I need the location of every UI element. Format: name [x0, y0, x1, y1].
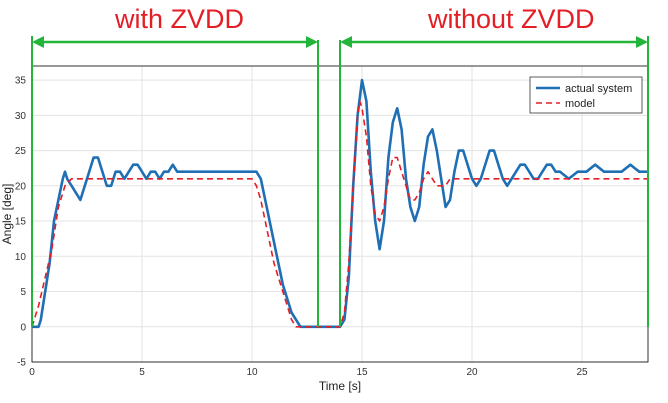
- y-tick-label: 10: [15, 252, 27, 263]
- x-tick-label: 0: [29, 367, 35, 378]
- x-tick-label: 15: [356, 367, 368, 378]
- y-tick-label: -5: [17, 358, 26, 369]
- x-tick-label: 20: [466, 367, 478, 378]
- legend: actual system model: [529, 76, 643, 114]
- series-line-model: [31, 100, 648, 328]
- y-tick-label: 15: [15, 217, 27, 228]
- x-tick-label: 5: [139, 367, 145, 378]
- arrow-head-left: [340, 36, 352, 48]
- y-tick-label: 35: [15, 76, 27, 87]
- y-tick-label: 30: [15, 111, 27, 122]
- legend-label-model: model: [565, 98, 595, 110]
- x-tick-label: 10: [246, 367, 258, 378]
- y-tick-label: 25: [15, 146, 27, 157]
- y-axis-label: Angle [deg]: [0, 184, 14, 245]
- without-zvdd-arrow: [340, 36, 648, 48]
- arrow-head-left: [32, 36, 44, 48]
- with-zvdd-arrow: [32, 36, 318, 48]
- x-axis-label: Time [s]: [319, 379, 361, 393]
- arrow-head-right: [306, 36, 318, 48]
- y-tick-label: 5: [20, 287, 26, 298]
- y-tick-label: 0: [20, 322, 26, 333]
- x-tick-label: 25: [576, 367, 588, 378]
- y-tick-label: 20: [15, 181, 27, 192]
- without-zvdd-label: without ZVDD: [428, 4, 595, 34]
- series: [31, 78, 648, 329]
- arrow-head-right: [636, 36, 648, 48]
- legend-label-actual-system: actual system: [565, 83, 632, 95]
- legend-box: [529, 76, 643, 114]
- with-zvdd-label: with ZVDD: [115, 4, 245, 34]
- annotation-arrows: [31, 36, 649, 327]
